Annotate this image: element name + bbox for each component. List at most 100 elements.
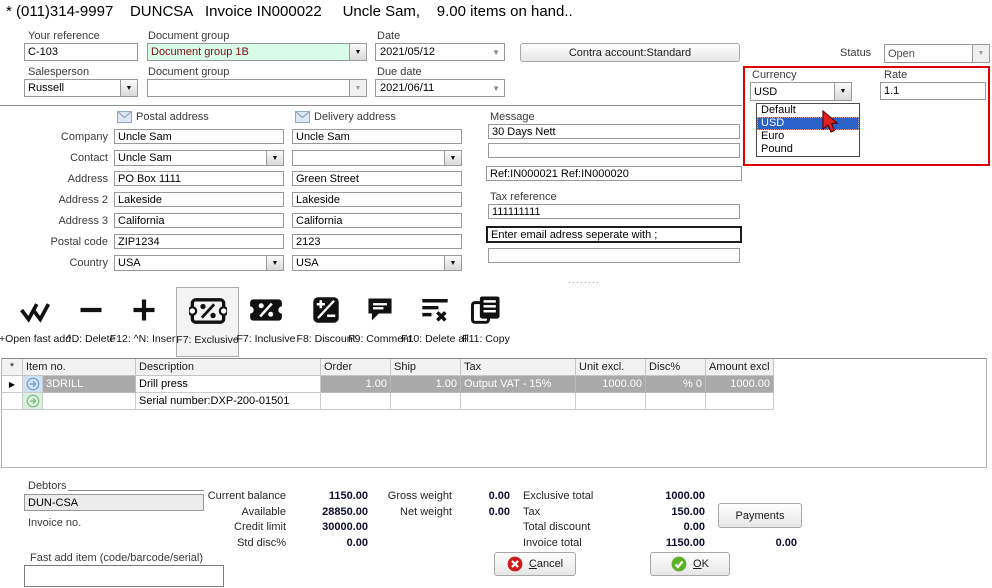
- message-line2-input[interactable]: [488, 143, 740, 158]
- cell-tax[interactable]: [461, 393, 576, 410]
- grid-header-disc[interactable]: Disc%: [646, 359, 706, 376]
- salesperson-select[interactable]: Russell ▼: [24, 79, 138, 97]
- currency-option-pound[interactable]: Pound: [761, 143, 793, 155]
- cancel-button[interactable]: Cancel: [494, 552, 576, 576]
- grid-header-tax[interactable]: Tax: [461, 359, 576, 376]
- email-input[interactable]: [486, 226, 742, 243]
- cell-ship[interactable]: [391, 393, 461, 410]
- toolbar-insert-button[interactable]: F12: ^N: Insert: [110, 287, 178, 355]
- address-label: Address: [67, 173, 108, 185]
- cell-amount-excl[interactable]: [706, 393, 774, 410]
- delivery-country-select[interactable]: USA ▼: [292, 255, 462, 271]
- toolbar-delete-all-button[interactable]: F10: Delete all: [401, 287, 469, 355]
- toolbar-discount-button[interactable]: F8: Discount: [297, 287, 355, 355]
- postal-code-label: Postal code: [50, 236, 108, 248]
- mouse-cursor-icon: [822, 110, 839, 133]
- delivery-contact-select[interactable]: ▼: [292, 150, 462, 166]
- email-extra-input[interactable]: [488, 248, 740, 263]
- chevron-down-icon[interactable]: ▼: [492, 47, 500, 57]
- delivery-address3-input[interactable]: [292, 213, 462, 228]
- cell-amount-excl[interactable]: 1000.00: [706, 376, 774, 393]
- currency-option-default[interactable]: Default: [761, 104, 796, 116]
- exclusive-total-value: 1000.00: [665, 490, 705, 502]
- delivery-company-input[interactable]: [292, 129, 462, 144]
- delivery-address-input[interactable]: [292, 171, 462, 186]
- cell-unit-excl[interactable]: [576, 393, 646, 410]
- toolbar-inclusive-button[interactable]: F7: Inclusive: [236, 287, 296, 355]
- cell-order[interactable]: [321, 393, 391, 410]
- chevron-down-icon[interactable]: ▼: [834, 83, 851, 100]
- fast-add-input[interactable]: [24, 565, 224, 587]
- cell-disc[interactable]: [646, 393, 706, 410]
- grid-header-amount-excl[interactable]: Amount excl: [706, 359, 774, 376]
- toolbar-button-label: F7: Exclusive: [176, 334, 239, 346]
- chevron-down-icon[interactable]: ▼: [120, 80, 137, 96]
- cell-ship[interactable]: 1.00: [391, 376, 461, 393]
- gross-weight-value: 0.00: [488, 490, 510, 502]
- toolbar-button-label: F8: Discount: [296, 333, 356, 345]
- ok-button[interactable]: OK: [650, 552, 730, 576]
- postal-address-input[interactable]: [114, 171, 284, 186]
- postal-address3-input[interactable]: [114, 213, 284, 228]
- message-line1-input[interactable]: [488, 124, 740, 139]
- payments-button[interactable]: Payments: [718, 503, 802, 528]
- postal-address2-input[interactable]: [114, 192, 284, 207]
- due-date-picker[interactable]: 2021/06/11 ▼: [375, 79, 505, 97]
- currency-option-usd[interactable]: USD: [757, 117, 859, 130]
- tax-total-value: 150.00: [671, 506, 705, 518]
- your-reference-input[interactable]: [24, 43, 138, 61]
- postal-contact-select[interactable]: Uncle Sam ▼: [114, 150, 284, 166]
- cell-item-no[interactable]: [43, 393, 136, 410]
- available-label: Available: [241, 506, 286, 518]
- date-value: 2021/05/12: [380, 46, 436, 58]
- postal-country-select[interactable]: USA ▼: [114, 255, 284, 271]
- cell-description[interactable]: Serial number:DXP-200-01501: [136, 393, 321, 410]
- grid-header-item-no[interactable]: Item no.: [23, 359, 136, 376]
- cell-tax[interactable]: Output VAT - 15%: [461, 376, 576, 393]
- contra-account-button[interactable]: Contra account:Standard: [520, 43, 740, 62]
- message-refs-input[interactable]: [486, 166, 742, 181]
- document-group1-select[interactable]: Document group 1B ▼: [147, 43, 367, 61]
- cell-order[interactable]: 1.00: [321, 376, 391, 393]
- postal-company-input[interactable]: [114, 129, 284, 144]
- salesperson-label: Salesperson: [28, 66, 90, 78]
- cell-description[interactable]: Drill press: [136, 376, 321, 393]
- cell-disc[interactable]: % 0: [646, 376, 706, 393]
- contact-label: Contact: [70, 152, 108, 164]
- toolbar-exclusive-button[interactable]: F7: Exclusive: [176, 287, 239, 357]
- chevron-down-icon[interactable]: ▼: [444, 256, 461, 270]
- delivery-address2-input[interactable]: [292, 192, 462, 207]
- grid-header-ship[interactable]: Ship: [391, 359, 461, 376]
- chevron-down-icon[interactable]: ▼: [492, 83, 500, 93]
- currency-option-euro[interactable]: Euro: [761, 130, 785, 142]
- postal-code-input[interactable]: [114, 234, 284, 249]
- debtors-input[interactable]: [24, 494, 204, 511]
- delivery-postal-code-input[interactable]: [292, 234, 462, 249]
- toolbar-open-fast-add-button[interactable]: +Open fast add: [0, 287, 71, 355]
- rate-input[interactable]: [880, 82, 986, 100]
- cell-unit-excl[interactable]: 1000.00: [576, 376, 646, 393]
- toolbar-copy-button[interactable]: F11: Copy: [458, 287, 514, 355]
- tax-reference-input[interactable]: [488, 204, 740, 219]
- chevron-down-icon[interactable]: ▼: [266, 151, 283, 165]
- chevron-down-icon[interactable]: ▼: [349, 44, 366, 60]
- toolbar-comment-button[interactable]: F9: Comment: [348, 287, 412, 355]
- grid-header-order[interactable]: Order: [321, 359, 391, 376]
- currency-select[interactable]: USD ▼: [750, 82, 852, 101]
- status-value: Open: [888, 47, 915, 60]
- chevron-down-icon[interactable]: ▼: [444, 151, 461, 165]
- chevron-down-icon[interactable]: ▼: [266, 256, 283, 270]
- chevron-down-icon: ▼: [972, 45, 989, 62]
- grid-header-description[interactable]: Description: [136, 359, 321, 376]
- cell-item-no[interactable]: 3DRILL: [43, 376, 136, 393]
- currency-label: Currency: [752, 69, 797, 81]
- date-picker[interactable]: 2021/05/12 ▼: [375, 43, 505, 61]
- document-group1-value: Document group 1B: [151, 46, 249, 58]
- splitter-dots[interactable]: ........: [568, 275, 601, 285]
- toolbar-delete-button[interactable]: ^D: Delete: [64, 287, 118, 355]
- document-group1-label: Document group: [148, 30, 230, 42]
- grid-header-unit-excl[interactable]: Unit excl.: [576, 359, 646, 376]
- credit-limit-value: 30000.00: [322, 521, 368, 533]
- credit-limit-label: Credit limit: [234, 521, 286, 533]
- toolbar-button-label: F7: Inclusive: [236, 333, 296, 345]
